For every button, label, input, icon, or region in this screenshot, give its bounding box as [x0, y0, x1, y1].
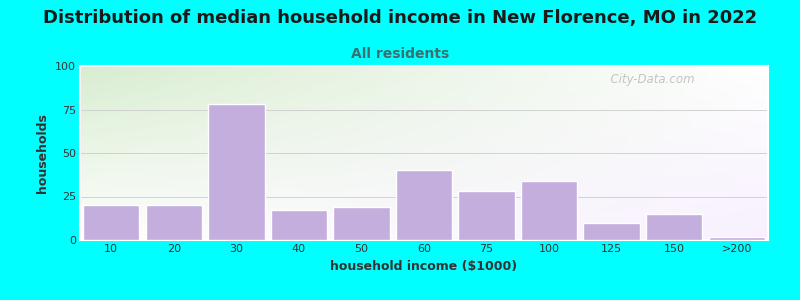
X-axis label: household income ($1000): household income ($1000): [330, 260, 518, 273]
Text: All residents: All residents: [351, 46, 449, 61]
Bar: [83, 205, 139, 240]
Bar: [583, 223, 640, 240]
Bar: [458, 191, 514, 240]
Bar: [270, 210, 327, 240]
Bar: [334, 207, 390, 240]
Bar: [146, 205, 202, 240]
Text: City-Data.com: City-Data.com: [603, 73, 694, 86]
Bar: [208, 104, 265, 240]
Bar: [709, 236, 765, 240]
Bar: [396, 170, 452, 240]
Bar: [521, 181, 578, 240]
Text: Distribution of median household income in New Florence, MO in 2022: Distribution of median household income …: [43, 9, 757, 27]
Y-axis label: households: households: [36, 113, 50, 193]
Bar: [646, 214, 702, 240]
